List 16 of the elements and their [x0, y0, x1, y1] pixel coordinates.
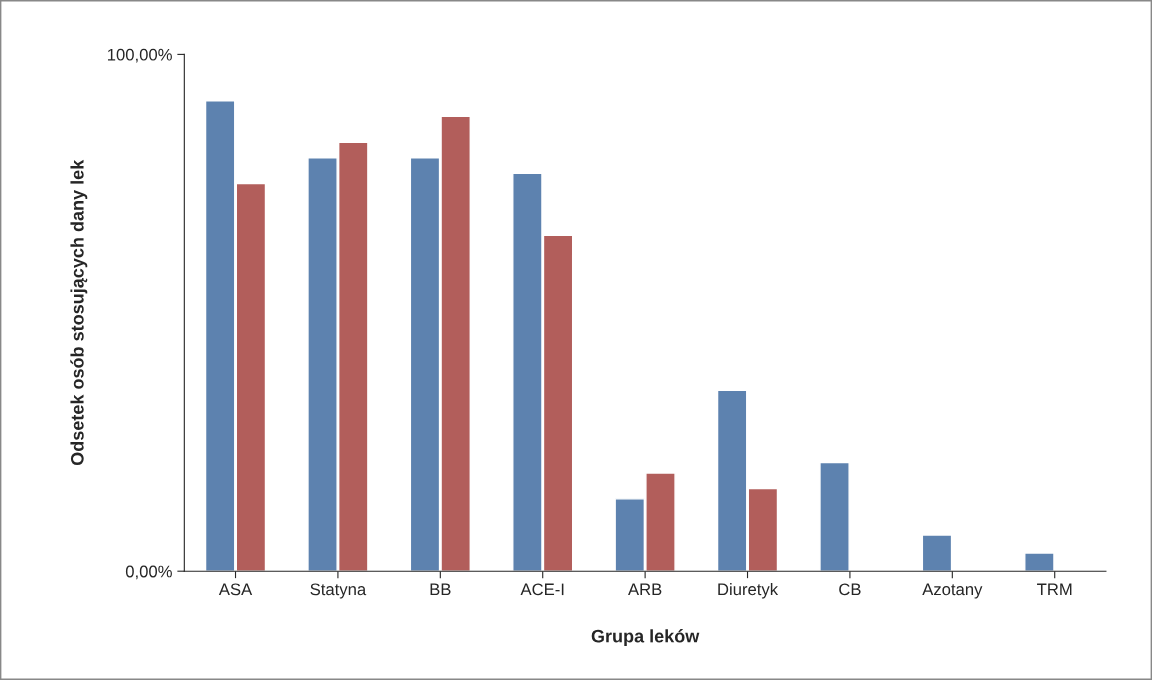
bar: [819, 461, 850, 572]
y-tick-label: 100,00%: [107, 48, 172, 63]
x-tick-label: ACE-I: [520, 583, 564, 596]
bar: [921, 534, 953, 572]
x-tick-label: Diuretyk: [718, 583, 779, 599]
y-tick-label: 0,00%: [125, 565, 172, 580]
x-tick-label: ARB: [628, 583, 662, 596]
x-tick-label: Statyna: [310, 583, 367, 599]
x-tick-label: ASA: [218, 583, 253, 596]
x-tick-label: TRM: [1037, 583, 1072, 596]
bar: [1024, 552, 1055, 572]
x-tick-label: BB: [430, 583, 451, 596]
x-tick-label: Azotany: [922, 583, 983, 599]
x-tick-label: CB: [839, 583, 861, 596]
y-axis-title: Odsetek osób stosujących dany lek: [70, 159, 88, 466]
x-axis-title: Grupa leków: [591, 629, 700, 647]
